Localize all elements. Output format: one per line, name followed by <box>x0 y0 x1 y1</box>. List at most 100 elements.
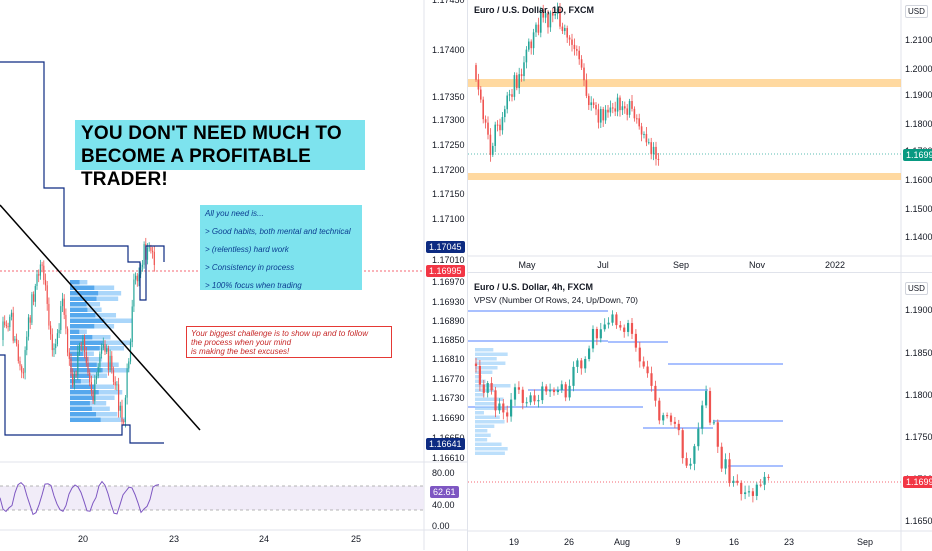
volume-bar <box>70 280 80 285</box>
candle-body <box>82 337 84 346</box>
h4-volume-profile <box>475 348 511 455</box>
support-zone <box>468 173 901 180</box>
volume-bar <box>475 370 493 374</box>
candle-body <box>662 415 665 421</box>
candle-body <box>12 312 14 341</box>
candle-body <box>4 321 6 325</box>
candle-body <box>552 12 554 16</box>
candle-body <box>736 480 739 483</box>
candle-body <box>126 368 128 398</box>
candle-body <box>494 124 496 146</box>
candle-body <box>33 294 35 302</box>
candle-body <box>648 142 650 144</box>
resistance-zone <box>468 79 901 87</box>
candle-body <box>141 264 143 267</box>
x-tick-label: 24 <box>259 534 269 544</box>
volume-bar <box>475 442 502 446</box>
h4-candles <box>474 310 770 503</box>
h4-currency-label[interactable]: USD <box>905 282 928 295</box>
list-item: > Consistency in process <box>205 263 295 272</box>
volume-bar <box>475 438 488 442</box>
candle-body <box>633 108 636 119</box>
daily-candles <box>475 2 660 166</box>
h4-chart-pane[interactable]: Euro / U.S. Dollar, 4h, FXCM VPSV (Numbe… <box>467 272 932 551</box>
candle-body <box>78 344 81 352</box>
y-tick-label: 1.16770 <box>432 374 465 384</box>
candle-body <box>615 314 618 326</box>
left-chart-pane[interactable]: 1.17450 1.17400 1.17350 1.17300 1.17250 1.172… <box>0 0 467 550</box>
candle-body <box>34 286 36 302</box>
candle-body <box>759 484 762 486</box>
candle-body <box>556 389 559 393</box>
volume-bar <box>475 375 482 379</box>
candle-body <box>544 13 547 18</box>
candle-body <box>123 421 125 423</box>
candle-body <box>666 415 669 417</box>
daily-currency-label[interactable]: USD <box>905 5 928 18</box>
candle-body <box>484 119 487 123</box>
candle-body <box>634 333 637 348</box>
y-tick-label: 1.17200 <box>432 165 465 175</box>
candle-body <box>482 99 484 120</box>
challenge-line-3: is making the best excuses! <box>191 347 290 356</box>
h4-price-label: 1.16995 <box>903 476 932 488</box>
candle-body <box>642 361 645 367</box>
candle-body <box>494 390 497 411</box>
price-label-high: 1.17045 <box>426 241 465 253</box>
left-candles <box>2 237 155 428</box>
x-tick-label: Sep <box>857 537 873 547</box>
daily-chart-pane[interactable]: Euro / U.S. Dollar, 1D, FXCM 1.21000 1.20… <box>467 0 932 272</box>
candle-body <box>504 109 506 118</box>
volume-bar <box>70 373 91 378</box>
left-price-axis: 1.17450 1.17400 1.17350 1.17300 1.17250 1.172… <box>432 0 465 463</box>
candle-body <box>124 397 126 422</box>
candle-body <box>14 338 16 341</box>
candle-body <box>576 49 578 51</box>
volume-bar <box>70 307 88 312</box>
candle-body <box>616 97 619 112</box>
candle-body <box>576 360 579 367</box>
volume-bar <box>70 340 104 345</box>
y-tick-label: 1.19000 <box>905 90 932 100</box>
candle-body <box>602 109 604 121</box>
candle-body <box>482 384 485 393</box>
candle-body <box>21 366 23 373</box>
candle-body <box>623 327 626 332</box>
candle-body <box>136 275 138 282</box>
candle-body <box>614 108 616 112</box>
candle-body <box>597 109 600 123</box>
candle-body <box>89 372 91 383</box>
candle-body <box>530 41 532 49</box>
candle-body <box>29 317 31 323</box>
candle-body <box>24 350 26 373</box>
candle-body <box>478 365 481 385</box>
candle-body <box>677 423 680 431</box>
volume-bar <box>475 397 504 401</box>
candle-body <box>564 28 566 32</box>
candle-body <box>600 109 602 123</box>
candle-body <box>611 314 614 323</box>
candle-body <box>744 492 747 495</box>
candle-body <box>525 49 528 63</box>
y-tick-label: 1.18500 <box>905 348 932 358</box>
candle-body <box>607 322 610 325</box>
volume-bar <box>475 357 497 361</box>
volume-bar <box>70 324 95 329</box>
rsi-line <box>0 480 160 516</box>
candle-body <box>143 244 145 265</box>
volume-bar <box>70 379 81 384</box>
left-time-axis: 20 23 24 25 <box>78 534 361 544</box>
candle-body <box>628 101 631 115</box>
y-tick-label: 1.16610 <box>432 453 465 463</box>
candle-body <box>612 107 614 109</box>
candle-body <box>740 482 743 495</box>
candle-body <box>38 274 40 276</box>
candle-body <box>94 379 96 402</box>
candle-body <box>708 391 712 423</box>
volume-bar <box>70 384 95 389</box>
x-tick-label: 25 <box>351 534 361 544</box>
volume-bar <box>475 402 497 406</box>
volume-bar <box>70 285 95 290</box>
candle-body <box>58 330 60 334</box>
volume-bar <box>475 415 500 419</box>
